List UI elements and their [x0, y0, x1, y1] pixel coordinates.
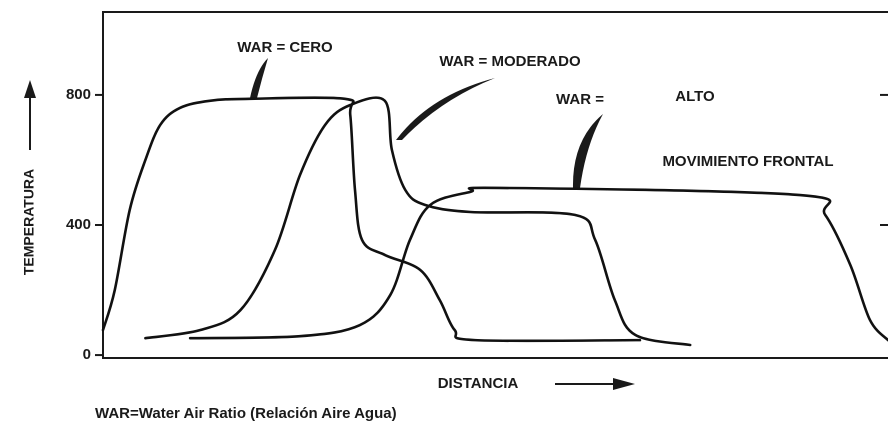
annotation: MOVIMIENTO FRONTAL	[662, 153, 833, 170]
y-axis-label: TEMPERATURA	[21, 169, 37, 275]
pointer	[250, 58, 268, 98]
footnote: WAR=Water Air Ratio (Relación Aire Agua)	[95, 405, 397, 422]
annotation: WAR = CERO	[237, 39, 333, 56]
pointer	[396, 78, 495, 140]
temperature-curve	[144, 96, 692, 347]
y-tick-label: 400	[66, 216, 91, 233]
temperature-curve	[101, 96, 642, 343]
arrow-head	[613, 378, 635, 390]
annotation: WAR =	[556, 91, 604, 108]
pointer	[572, 114, 603, 188]
temperature-curve	[188, 186, 888, 342]
y-tick-label: 0	[83, 346, 91, 363]
plot-frame	[102, 11, 888, 359]
y-tick-label: 800	[66, 86, 91, 103]
x-axis-label: DISTANCIA	[438, 375, 519, 392]
annotation: ALTO	[675, 88, 715, 105]
annotation: WAR = MODERADO	[439, 53, 581, 70]
arrow-head	[24, 80, 36, 98]
